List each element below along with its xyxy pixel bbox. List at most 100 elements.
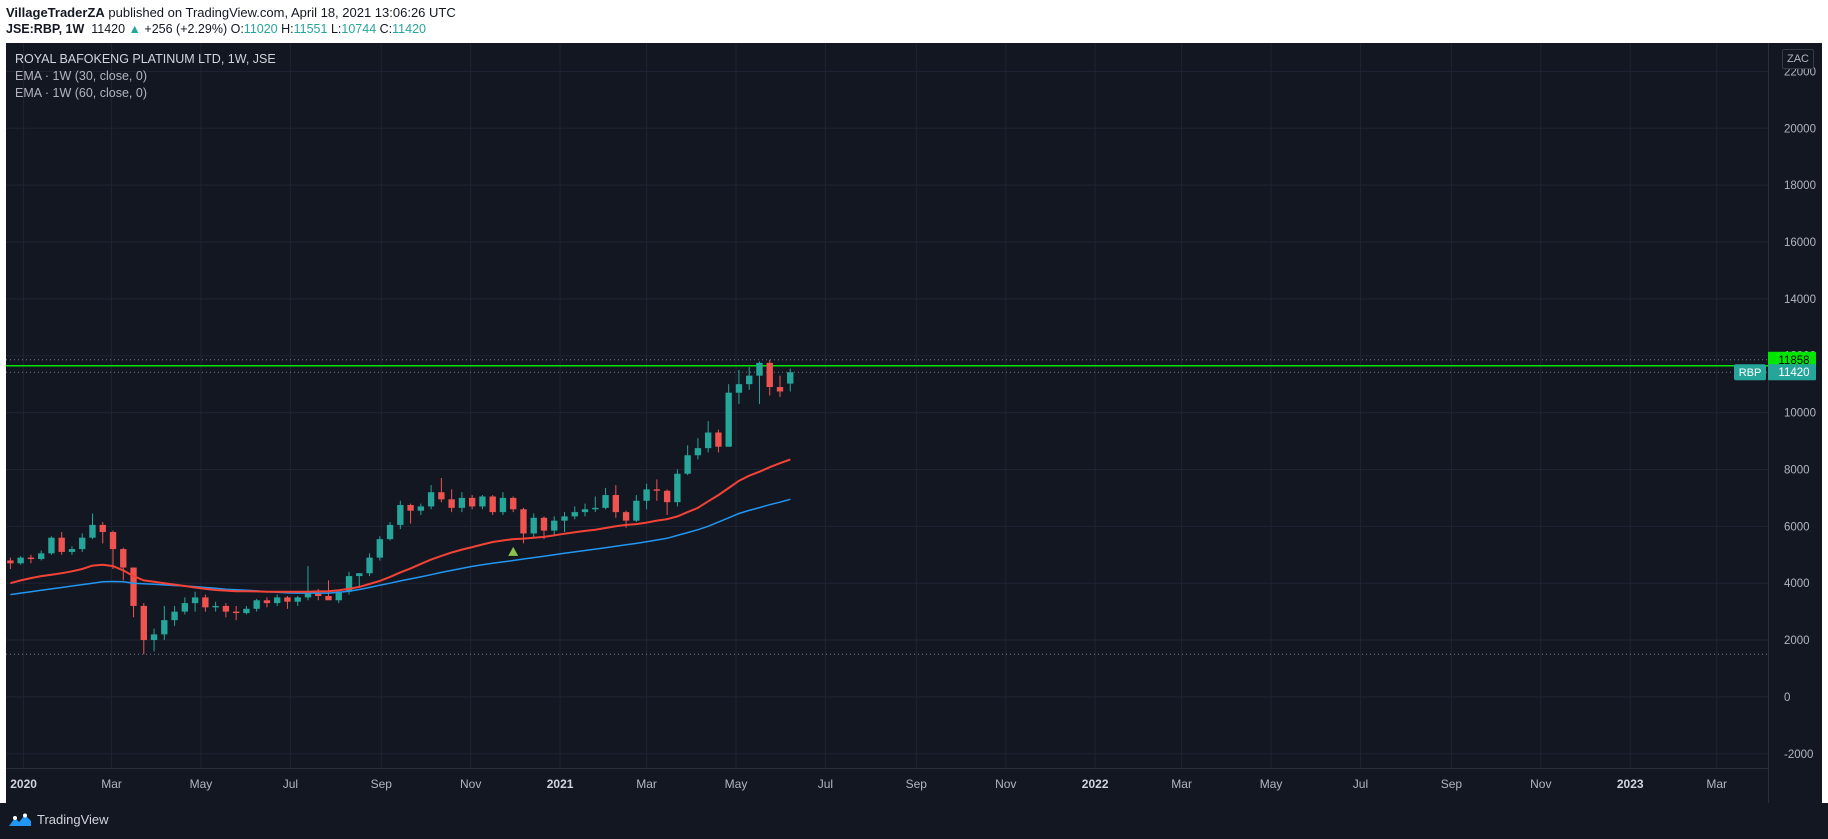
close-label: C: — [379, 22, 393, 36]
candle-up — [161, 620, 168, 635]
candle-down — [766, 362, 773, 388]
price-tick-label: 0 — [1784, 692, 1790, 704]
tradingview-brand[interactable]: TradingView — [8, 812, 109, 827]
price-tick-label: 10000 — [1784, 408, 1816, 420]
candle-down — [315, 593, 322, 596]
candle-up — [17, 557, 24, 564]
time-tick-label: Mar — [636, 777, 657, 791]
candle-up — [79, 537, 86, 550]
symbol-tag: RBP — [1739, 367, 1762, 379]
price-tick-label: 22000 — [1784, 66, 1816, 78]
candle-up — [366, 557, 373, 574]
candle-down — [120, 549, 127, 568]
price-tick-label: -2000 — [1784, 749, 1813, 761]
ohlc-line: JSE:RBP, 1W 11420 ▲ +256 (+2.29%) O:1102… — [6, 22, 426, 36]
candle-up — [571, 512, 578, 517]
candle-down — [407, 505, 414, 511]
time-tick-label: Mar — [1171, 777, 1192, 791]
candle-down — [222, 605, 230, 612]
candle-down — [776, 387, 784, 392]
candle-down — [130, 567, 137, 606]
legend-ema60[interactable]: EMA · 1W (60, close, 0) — [15, 86, 147, 100]
candle-down — [438, 492, 445, 500]
price-chart[interactable]: -200002000400060008000100001200014000160… — [6, 43, 1822, 803]
change-value: +256 (+2.29%) — [144, 22, 228, 36]
candle-down — [622, 512, 630, 521]
candle-down — [468, 497, 476, 507]
candle-up — [171, 611, 178, 621]
symbol-tag-bg — [1734, 364, 1766, 381]
symbol-label: JSE:RBP, 1W — [6, 22, 85, 36]
candle-up — [581, 509, 589, 513]
time-tick-label: May — [725, 777, 748, 791]
time-tick-label: Nov — [1530, 777, 1551, 791]
signal-triangle-up-icon — [508, 546, 519, 556]
last-price-label: 11420 — [1778, 367, 1809, 379]
high-value: 11551 — [293, 22, 328, 36]
high-label: H: — [281, 22, 294, 36]
candle-down — [663, 490, 671, 503]
candle-down — [325, 595, 332, 601]
candle-down — [202, 597, 209, 608]
time-tick-label: 2021 — [547, 777, 574, 791]
last-price: 11420 — [91, 22, 126, 36]
candle-up — [746, 375, 753, 385]
time-tick-label: Mar — [101, 777, 122, 791]
candle-up — [294, 597, 301, 602]
price-tick-label: 20000 — [1784, 123, 1816, 135]
chart-legend: ROYAL BAFOKENG PLATINUM LTD, 1W, JSE EMA… — [15, 51, 276, 102]
candle-up — [561, 516, 568, 521]
candle-up — [274, 597, 281, 604]
published-text: published on TradingView.com, April 18, … — [108, 5, 456, 20]
time-tick-label: Sep — [371, 777, 393, 791]
publish-header: VillageTraderZA published on TradingView… — [0, 0, 1828, 43]
chart-panel[interactable]: -200002000400060008000100001200014000160… — [6, 43, 1822, 803]
legend-ema30[interactable]: EMA · 1W (30, close, 0) — [15, 69, 147, 83]
candle-up — [787, 372, 794, 384]
price-tick-label: 4000 — [1784, 578, 1810, 590]
candle-down — [232, 611, 240, 614]
candle-up — [530, 517, 537, 534]
candle-down — [520, 509, 527, 534]
candle-up — [150, 634, 158, 641]
time-tick-label: Jul — [283, 777, 298, 791]
candle-up — [427, 492, 435, 507]
candle-down — [140, 605, 147, 641]
candle-up — [551, 520, 558, 531]
ema60-line[interactable] — [10, 498, 791, 596]
time-tick-label: Mar — [1706, 777, 1727, 791]
candle-up — [499, 497, 507, 513]
ema30-line[interactable] — [10, 458, 791, 593]
candle-down — [612, 495, 619, 513]
candle-up — [458, 497, 466, 508]
price-tick-label: 14000 — [1784, 294, 1816, 306]
candle-up — [48, 537, 55, 554]
time-tick-label: 2022 — [1082, 777, 1109, 791]
candle-down — [715, 432, 722, 447]
time-tick-label: Nov — [460, 777, 481, 791]
candle-up — [89, 524, 96, 538]
brand-name: TradingView — [37, 812, 109, 827]
candle-up — [335, 591, 342, 601]
author-link[interactable]: VillageTraderZA — [6, 5, 105, 20]
candle-up — [38, 553, 45, 560]
price-tick-label: 16000 — [1784, 237, 1816, 249]
candle-down — [489, 496, 496, 513]
open-label: O: — [230, 22, 244, 36]
time-tick-label: May — [190, 777, 213, 791]
candle-down — [99, 524, 106, 533]
candle-down — [58, 537, 65, 552]
candle-up — [694, 448, 702, 456]
candle-up — [417, 506, 425, 511]
candle-up — [756, 362, 763, 376]
open-value: 11020 — [243, 22, 278, 36]
candle-up — [592, 507, 599, 510]
publish-info: VillageTraderZA published on TradingView… — [6, 5, 456, 20]
chart-background — [6, 43, 1822, 803]
time-tick-label: Sep — [906, 777, 928, 791]
candle-up — [191, 597, 199, 604]
currency-button[interactable]: ZAC — [1782, 49, 1814, 69]
candle-up — [304, 593, 312, 598]
candle-up — [602, 495, 609, 508]
candle-down — [540, 517, 548, 531]
